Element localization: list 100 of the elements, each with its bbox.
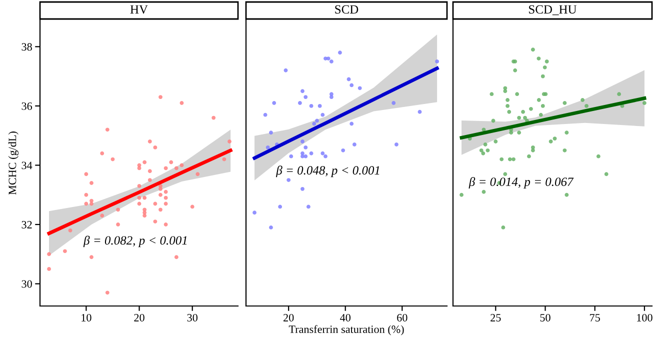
point — [506, 98, 510, 102]
y-tick-label: 38 — [22, 43, 32, 51]
point — [324, 154, 328, 158]
point — [164, 166, 168, 170]
point — [137, 202, 142, 206]
annotation: β = 0.082, p < 0.001 — [83, 236, 187, 248]
point — [329, 60, 334, 64]
y-tick-label: 32 — [22, 220, 32, 228]
point — [116, 208, 120, 212]
point — [481, 151, 486, 156]
point — [435, 60, 440, 64]
point — [180, 101, 184, 105]
point — [501, 225, 506, 230]
point — [350, 83, 354, 88]
point — [509, 130, 514, 135]
point — [517, 116, 522, 120]
point — [527, 154, 531, 158]
point — [164, 202, 168, 206]
point — [642, 101, 646, 105]
point — [47, 252, 51, 256]
point — [552, 136, 557, 141]
point — [278, 204, 282, 209]
point — [196, 172, 200, 176]
point — [320, 151, 325, 156]
point — [512, 157, 516, 162]
point — [180, 163, 184, 168]
point — [341, 148, 346, 152]
point — [542, 65, 547, 70]
point — [309, 104, 314, 108]
point — [142, 214, 147, 218]
point — [169, 160, 174, 164]
point — [174, 255, 178, 260]
point — [517, 130, 522, 135]
point — [289, 154, 294, 158]
point — [515, 92, 520, 96]
chart-title: SCD — [335, 5, 358, 14]
point — [483, 142, 488, 146]
point — [491, 118, 496, 123]
x-tick-label: 25 — [490, 314, 501, 322]
point — [212, 116, 216, 120]
x-tick-label: 10 — [82, 314, 92, 322]
point — [228, 140, 232, 144]
point — [358, 86, 362, 90]
x-axis-title: Transferrin saturation (%) — [288, 325, 404, 336]
x-tick-label: 75 — [590, 314, 600, 322]
point — [148, 140, 152, 144]
point — [392, 101, 396, 105]
annotation: β = 0.014, p = 0.067 — [468, 177, 574, 189]
point — [394, 142, 398, 146]
point — [304, 145, 308, 150]
point — [298, 101, 302, 105]
point — [252, 210, 256, 215]
point — [84, 202, 88, 206]
x-tick-label: 100 — [637, 314, 652, 322]
chart-title: HV — [130, 5, 148, 14]
point — [521, 110, 525, 114]
point — [596, 154, 600, 158]
point — [320, 112, 325, 117]
point — [153, 220, 158, 224]
point — [105, 128, 110, 132]
point — [190, 204, 194, 209]
point — [300, 140, 304, 144]
point — [222, 157, 226, 162]
point — [142, 196, 147, 200]
point — [329, 95, 334, 100]
point — [490, 92, 494, 96]
point — [352, 142, 356, 146]
point — [523, 116, 527, 120]
point — [617, 92, 622, 96]
point — [503, 172, 508, 176]
x-tick-label: 20 — [284, 314, 294, 322]
point — [300, 186, 304, 191]
annotation: β = 0.048, p < 0.001 — [276, 166, 380, 178]
point — [482, 190, 486, 194]
point — [100, 151, 104, 156]
y-tick-label: 36 — [22, 102, 32, 110]
point — [300, 89, 304, 94]
y-axis-title: MCHC (g/dL) — [8, 132, 18, 195]
y-tick-label: 34 — [22, 162, 32, 170]
point — [100, 214, 104, 218]
point — [158, 192, 162, 197]
point — [315, 118, 319, 123]
point — [110, 157, 115, 162]
point — [548, 140, 553, 144]
point — [318, 104, 322, 108]
point — [266, 145, 270, 150]
point — [90, 202, 94, 206]
point — [284, 68, 288, 72]
point — [142, 160, 147, 164]
point — [164, 190, 168, 194]
point — [580, 98, 585, 102]
point — [326, 56, 330, 60]
point — [306, 204, 310, 209]
point — [564, 130, 569, 135]
point — [529, 106, 533, 111]
point — [503, 89, 508, 94]
point — [137, 184, 142, 188]
point — [304, 95, 308, 100]
point — [148, 178, 152, 182]
point — [494, 140, 498, 144]
